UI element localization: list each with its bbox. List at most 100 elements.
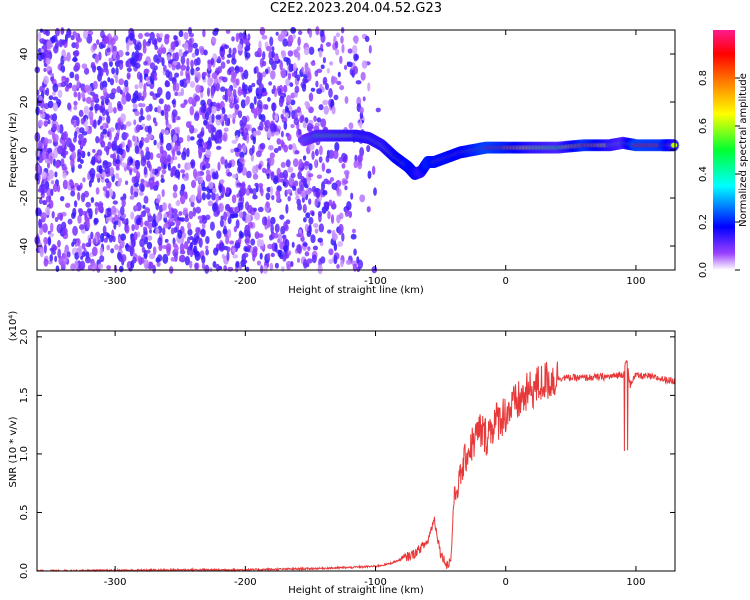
spectrogram-noise-cell: [183, 31, 189, 40]
snr-y-tick-label: 0.0: [19, 563, 30, 579]
spectrogram-noise-cell: [160, 109, 165, 115]
spectrogram-noise-cell: [252, 253, 256, 262]
spectrogram-noise-cell: [316, 68, 323, 74]
spectrogram-noise-cell: [91, 246, 98, 257]
spectrogram-noise-cell: [157, 105, 162, 114]
spectrogram-noise-cell: [90, 197, 95, 203]
spectrogram-noise-cell: [172, 243, 178, 248]
spectrogram-noise-cell: [203, 49, 208, 56]
snr-series-line: [36, 359, 675, 573]
spectrogram-noise-cell: [269, 262, 274, 271]
spectrogram-noise-cell: [246, 134, 250, 144]
spectrogram-noise-cell: [313, 115, 317, 122]
snr-x-axis-label: Height of straight line (km): [288, 585, 424, 596]
spectrogram-noise-cell: [105, 216, 110, 223]
spectrogram-noise-cell: [170, 256, 176, 262]
spectrogram-noise-cell: [219, 179, 225, 184]
spectrogram-noise-cell: [256, 260, 262, 266]
spectrogram-noise-cell: [74, 252, 80, 260]
spectrogram-noise-cell: [99, 136, 104, 145]
spectrogram-noise-cell: [89, 91, 96, 96]
spectrogram-noise-cell: [182, 232, 187, 239]
spectrogram-noise-cell: [306, 258, 313, 264]
spectrogram-noise-cell: [79, 260, 86, 271]
spectrogram-noise-cell: [301, 66, 305, 73]
spectrogram-noise-cell: [303, 46, 310, 56]
spectrogram-noise-cell: [258, 183, 264, 189]
spectrogram-noise-cell: [131, 224, 135, 232]
spectrogram-noise-cell: [103, 35, 110, 45]
spectrogram-noise-cell: [274, 242, 278, 253]
spectrogram-noise-cell: [258, 40, 262, 50]
spectrogram-noise-cell: [249, 187, 254, 194]
spectrogram-noise-cell: [77, 185, 81, 191]
spectrogram-noise-cell: [106, 207, 112, 217]
spectrogram-noise-cell: [322, 56, 326, 64]
spectrogram-noise-cell: [205, 149, 212, 159]
spectrogram-noise-cell: [74, 73, 80, 82]
spectrogram-noise-cell: [293, 180, 299, 187]
spectrogram-noise-cell: [69, 181, 75, 187]
spectrogram-noise-cell: [140, 178, 145, 184]
spectrogram-noise-cell: [125, 132, 129, 138]
spectrogram-noise-cell: [112, 107, 117, 114]
spectrogram-noise-cell: [130, 185, 134, 196]
spectrogram-noise-cell: [360, 71, 366, 81]
spectrogram-noise-cell: [322, 99, 329, 106]
spectrogram-noise-cell: [167, 203, 172, 211]
spectrogram-noise-cell: [108, 57, 114, 62]
spectrogram-noise-cell: [325, 168, 332, 174]
spectrogram-noise-cell: [109, 127, 115, 132]
spectrogram-noise-cell: [235, 32, 240, 43]
spectrogram-noise-cell: [101, 171, 107, 178]
spectrogram-x-axis: -300 -200 -100 0 100: [104, 30, 645, 287]
spectrogram-noise-cell: [77, 245, 83, 254]
spectrogram-noise-cell: [140, 103, 146, 108]
spectrogram-noise-cell: [73, 100, 78, 106]
spectrogram-noise-cell: [60, 27, 65, 35]
spectrogram-noise-cell: [202, 71, 208, 77]
spectrogram-noise-cell: [157, 236, 163, 246]
spectrogram-noise-cell: [366, 206, 371, 213]
spectrogram-noise-cell: [238, 196, 243, 202]
spectrogram-noise-cell: [143, 195, 149, 204]
spectrogram-noise-cell: [139, 73, 143, 83]
spectrogram-noise-cell: [205, 235, 210, 245]
spectrogram-noise-cell: [189, 241, 193, 251]
spectrogram-noise-cell: [334, 40, 339, 49]
spectrogram-noise-cell: [189, 136, 195, 141]
spectrogram-noise-cell: [107, 141, 112, 150]
spectrogram-noise-cell: [241, 115, 248, 126]
spectrogram-noise-cell: [84, 84, 90, 92]
spectrogram-noise-cell: [331, 233, 338, 241]
spectrogram-noise-cell: [231, 36, 235, 42]
spectrogram-noise-cell: [143, 180, 148, 187]
spectrogram-noise-cell: [297, 187, 302, 195]
spectrogram-noise-cell: [39, 109, 43, 115]
spectrogram-noise-cell: [54, 216, 59, 222]
spectrogram-noise-cell: [253, 130, 257, 137]
spectrogram-noise-cell: [325, 42, 332, 47]
spectrogram-noise-cell: [307, 173, 314, 178]
spectrogram-noise-cell: [254, 212, 261, 221]
spectrogram-noise-cell: [190, 67, 195, 76]
spectrogram-noise-cell: [261, 35, 268, 40]
spectrogram-noise-cell: [247, 84, 253, 93]
spectrogram-noise-cell: [72, 50, 79, 57]
spectrogram-noise-cell: [319, 145, 323, 156]
spectrogram-noise-cell: [185, 121, 192, 129]
spectrogram-noise-cell: [81, 242, 86, 250]
spectrogram-noise-cell: [75, 41, 79, 50]
spectrogram-noise-cell: [65, 137, 72, 148]
spectrogram-noise-cell: [228, 47, 232, 56]
spectrogram-noise-cell: [297, 171, 303, 180]
spectrogram-noise-cell: [274, 223, 280, 233]
spectrogram-noise-cell: [51, 91, 56, 96]
spectrogram-noise-cell: [200, 105, 207, 114]
spectrogram-noise-cell: [61, 139, 65, 149]
spectrogram-noise-cell: [45, 195, 51, 203]
spectrogram-noise-cell: [115, 158, 121, 165]
spectrogram-noise-cell: [269, 36, 274, 47]
spectrogram-noise-cell: [211, 192, 216, 201]
spectrogram-noise-cell: [215, 114, 222, 120]
